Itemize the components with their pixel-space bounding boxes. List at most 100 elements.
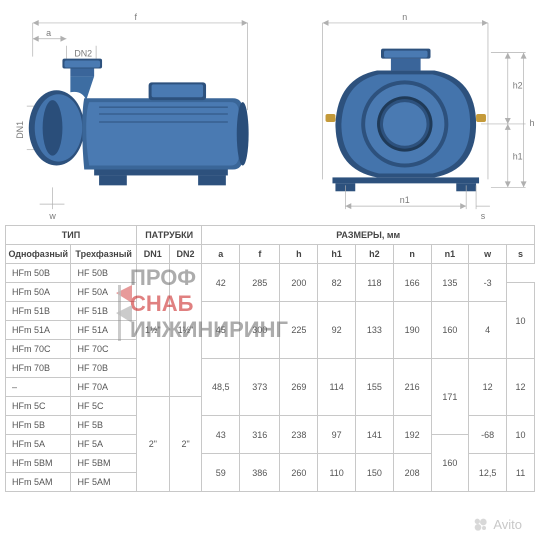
th-a: a xyxy=(202,245,240,264)
footer-brand: Avito xyxy=(472,516,522,532)
table-row-model2: HF 50B xyxy=(71,264,136,283)
th-w: w xyxy=(469,245,507,264)
dim-s: s xyxy=(480,211,485,221)
table-row-model1: HFm 51A xyxy=(6,321,71,340)
drawing-side-view: f a DN2 DN1 xyxy=(5,10,263,225)
cell-s: 10 xyxy=(507,283,535,359)
table-row-model2: HF 51B xyxy=(71,302,136,321)
cell-h2: 133 xyxy=(356,302,394,359)
cell-h1: 92 xyxy=(318,302,356,359)
cell-h2: 141 xyxy=(356,416,394,454)
cell-h1: 82 xyxy=(318,264,356,302)
table-row-model2: HF 5C xyxy=(71,397,136,416)
cell-h1: 110 xyxy=(318,454,356,492)
table-row-model1: HFm 5BM xyxy=(6,454,71,473)
dim-h: h xyxy=(529,118,534,128)
table-row-model1: HFm 5A xyxy=(6,435,71,454)
cell-dn2: 2" xyxy=(169,397,202,492)
technical-drawings: f a DN2 DN1 xyxy=(0,0,540,225)
cell-dn1: 1½" xyxy=(136,264,169,397)
cell-a: 48,5 xyxy=(202,359,240,416)
table-row-model1: – xyxy=(6,378,71,397)
cell-dn2: 1½" xyxy=(169,264,202,397)
cell-h2: 118 xyxy=(356,264,394,302)
th-ports: ПАТРУБКИ xyxy=(136,226,201,245)
th-three: Трехфазный xyxy=(71,245,136,264)
th-dims: РАЗМЕРЫ, мм xyxy=(202,226,535,245)
dim-h1: h1 xyxy=(512,152,522,162)
table-row-model1: HFm 50B xyxy=(6,264,71,283)
footer-text: Avito xyxy=(493,517,522,532)
table-row-model2: HF 50A xyxy=(71,283,136,302)
cell-f: 373 xyxy=(240,359,280,416)
cell-f: 300 xyxy=(240,302,280,359)
cell-h1: 97 xyxy=(318,416,356,454)
cell-w: 4 xyxy=(469,302,507,359)
cell-w: 12,5 xyxy=(469,454,507,492)
cell-a: 43 xyxy=(202,416,240,454)
dim-n1: n1 xyxy=(399,195,409,205)
table-row-model2: HF 70A xyxy=(71,378,136,397)
th-single: Однофазный xyxy=(6,245,71,264)
table-row-model1: HFm 70C xyxy=(6,340,71,359)
table-row-model2: HF 70B xyxy=(71,359,136,378)
table-row-model2: HF 51A xyxy=(71,321,136,340)
cell-f: 285 xyxy=(240,264,280,302)
th-h2: h2 xyxy=(356,245,394,264)
dim-a: a xyxy=(46,28,51,38)
cell-s: 11 xyxy=(507,454,535,492)
table-row-model2: HF 70C xyxy=(71,340,136,359)
table-row-model2: HF 5BM xyxy=(71,454,136,473)
dim-w: w xyxy=(48,211,56,221)
th-dn1: DN1 xyxy=(136,245,169,264)
pump-front-body xyxy=(325,49,485,192)
dim-f: f xyxy=(134,12,137,22)
cell-f: 386 xyxy=(240,454,280,492)
th-h: h xyxy=(280,245,318,264)
cell-a: 59 xyxy=(202,454,240,492)
table-row-model1: HFm 5AM xyxy=(6,473,71,492)
cell-n: 216 xyxy=(393,359,431,416)
table-row-model1: HFm 5C xyxy=(6,397,71,416)
cell-a: 42 xyxy=(202,264,240,302)
cell-n1: 160 xyxy=(431,302,469,359)
dimensions-table: ТИП ПАТРУБКИ РАЗМЕРЫ, мм Однофазный Трех… xyxy=(5,225,535,492)
dim-n: n xyxy=(402,12,407,22)
th-h1: h1 xyxy=(318,245,356,264)
table-row-model1: HFm 70B xyxy=(6,359,71,378)
table-row-model1: HFm 5B xyxy=(6,416,71,435)
cell-n: 208 xyxy=(393,454,431,492)
cell-n: 190 xyxy=(393,302,431,359)
cell-s: 12 xyxy=(507,359,535,416)
cell-a: 45 xyxy=(202,302,240,359)
th-f: f xyxy=(240,245,280,264)
dim-h2: h2 xyxy=(512,80,522,90)
drawing-front-view: n h h2 h1 xyxy=(278,10,536,225)
cell-n1: 171 xyxy=(431,359,469,435)
table-row-model2: HF 5AM xyxy=(71,473,136,492)
cell-n1: 160 xyxy=(431,435,469,492)
pump-side-body xyxy=(29,59,249,186)
cell-h2: 150 xyxy=(356,454,394,492)
cell-h: 260 xyxy=(280,454,318,492)
th-n1: n1 xyxy=(431,245,469,264)
table-row-model1: HFm 50A xyxy=(6,283,71,302)
cell-n: 166 xyxy=(393,264,431,302)
table-row-model1: HFm 51B xyxy=(6,302,71,321)
cell-h1: 114 xyxy=(318,359,356,416)
th-type: ТИП xyxy=(6,226,137,245)
cell-h: 238 xyxy=(280,416,318,454)
cell-w: -68 xyxy=(469,416,507,454)
dimensions-table-wrap: ТИП ПАТРУБКИ РАЗМЕРЫ, мм Однофазный Трех… xyxy=(0,225,540,492)
cell-f: 316 xyxy=(240,416,280,454)
cell-w: -3 xyxy=(469,264,507,302)
cell-dn1: 2" xyxy=(136,397,169,492)
cell-s: 10 xyxy=(507,416,535,454)
dim-dn2: DN2 xyxy=(74,49,92,59)
th-n: n xyxy=(393,245,431,264)
cell-h: 269 xyxy=(280,359,318,416)
cell-n1: 135 xyxy=(431,264,469,302)
cell-h: 225 xyxy=(280,302,318,359)
cell-h2: 155 xyxy=(356,359,394,416)
cell-h: 200 xyxy=(280,264,318,302)
